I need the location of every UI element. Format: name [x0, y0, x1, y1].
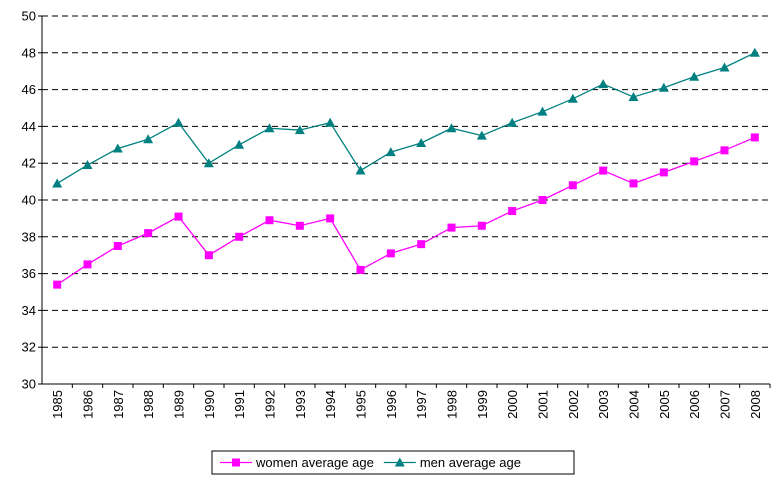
- point: [52, 178, 63, 188]
- point: [143, 134, 154, 144]
- point: [204, 251, 213, 260]
- x-tick-label: 2007: [718, 390, 733, 419]
- y-tick-label: 38: [22, 229, 36, 244]
- y-tick-label: 32: [22, 340, 36, 355]
- point: [385, 147, 396, 157]
- point: [53, 280, 62, 289]
- point: [386, 249, 395, 258]
- x-tick-label: 2001: [536, 390, 551, 419]
- point: [537, 106, 548, 116]
- point: [173, 117, 184, 127]
- point: [82, 160, 93, 170]
- point: [568, 181, 577, 190]
- point: [326, 214, 335, 223]
- point: [325, 117, 336, 127]
- x-tick-label: 1992: [263, 390, 278, 419]
- point: [355, 165, 366, 175]
- legend-item: men average age: [383, 455, 521, 470]
- x-tick-label: 1991: [232, 390, 247, 419]
- point: [394, 457, 405, 467]
- point: [690, 157, 699, 166]
- point: [356, 265, 365, 274]
- x-tick-label: 1993: [293, 390, 308, 419]
- point: [416, 137, 427, 147]
- point: [235, 232, 244, 241]
- point: [234, 139, 245, 149]
- x-tick-label: 1999: [475, 390, 490, 419]
- point: [294, 125, 305, 135]
- point: [629, 179, 638, 188]
- point: [598, 79, 609, 89]
- x-tick-label: 2002: [566, 390, 581, 419]
- legend-item: women average age: [220, 455, 374, 470]
- point: [417, 240, 426, 249]
- point: [203, 158, 214, 168]
- point: [113, 242, 122, 250]
- point: [719, 62, 730, 72]
- point: [538, 196, 547, 204]
- x-tick-label: 1988: [141, 390, 156, 419]
- point: [599, 166, 608, 175]
- legend-label: men average age: [420, 455, 521, 470]
- x-tick-label: 1998: [445, 390, 460, 419]
- series-line: [56, 136, 756, 286]
- x-tick-label: 1987: [111, 390, 126, 419]
- x-tick-label: 1989: [172, 390, 187, 419]
- x-tick-label: 2000: [505, 390, 520, 419]
- y-tick-label: 46: [22, 82, 36, 97]
- x-tick-label: 1997: [414, 390, 429, 419]
- point: [295, 221, 304, 230]
- point: [658, 82, 669, 92]
- y-tick-label: 44: [22, 119, 36, 134]
- x-tick-label: 2006: [687, 390, 702, 419]
- y-tick-label: 42: [22, 156, 36, 171]
- point: [265, 216, 274, 225]
- point: [476, 130, 487, 140]
- x-tick-label: 2004: [627, 390, 642, 419]
- point: [83, 260, 92, 269]
- x-tick-label: 1996: [384, 390, 399, 419]
- x-tick-label: 1986: [81, 390, 96, 419]
- y-tick-label: 48: [22, 45, 36, 60]
- x-tick-label: 2008: [748, 390, 763, 419]
- point: [567, 93, 578, 103]
- series-line: [56, 52, 756, 184]
- point: [446, 123, 457, 133]
- x-tick-label: 1994: [323, 390, 338, 419]
- x-tick-label: 2005: [657, 390, 672, 419]
- point: [447, 223, 456, 232]
- point: [264, 123, 275, 133]
- y-tick-label: 34: [22, 303, 36, 318]
- y-tick-label: 40: [22, 193, 36, 208]
- y-tick-label: 36: [22, 266, 36, 281]
- point: [750, 133, 759, 142]
- x-tick-label: 1985: [50, 390, 65, 419]
- point: [507, 117, 518, 127]
- point: [689, 71, 700, 81]
- point: [112, 143, 123, 153]
- point: [477, 221, 486, 230]
- y-tick-label: 30: [22, 377, 36, 392]
- point: [508, 207, 517, 216]
- point: [749, 47, 760, 57]
- point: [659, 168, 668, 177]
- point: [174, 212, 183, 221]
- x-tick-label: 2003: [596, 390, 611, 419]
- x-tick-label: 1995: [354, 390, 369, 419]
- legend-label: women average age: [255, 455, 374, 470]
- point: [720, 146, 729, 155]
- x-tick-label: 1990: [202, 390, 217, 419]
- y-tick-label: 50: [22, 9, 36, 24]
- point: [144, 229, 153, 238]
- point: [232, 458, 240, 467]
- point: [628, 91, 639, 101]
